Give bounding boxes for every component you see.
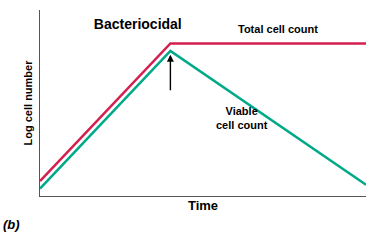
svg-text:Log cell number: Log cell number [22, 60, 34, 146]
svg-text:Total cell count: Total cell count [238, 23, 318, 35]
svg-text:Viablecell count: Viablecell count [216, 105, 268, 131]
svg-text:(b): (b) [3, 217, 20, 232]
svg-text:Bacteriocidal: Bacteriocidal [94, 16, 182, 32]
svg-text:Time: Time [188, 198, 218, 213]
